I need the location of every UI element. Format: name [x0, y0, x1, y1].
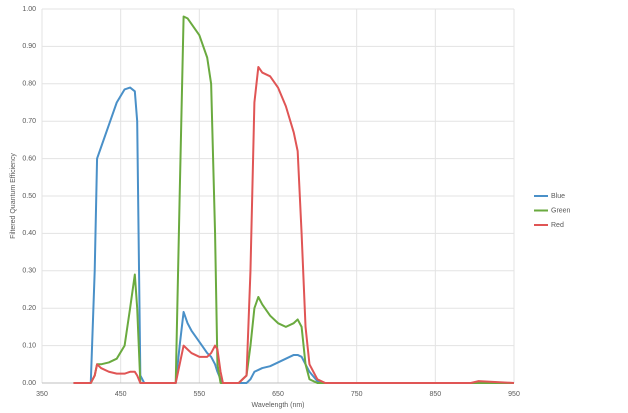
y-tick-label: 0.40 [22, 230, 36, 237]
y-tick-label: 0.00 [22, 380, 36, 387]
series-line [73, 65, 515, 384]
x-tick-label: 850 [429, 391, 441, 398]
legend-label: Green [551, 207, 571, 214]
y-tick-label: 0.70 [22, 118, 36, 125]
y-tick-label: 0.50 [22, 193, 36, 200]
x-tick-label: 350 [36, 391, 48, 398]
x-axis-label: Wavelength (nm) [251, 402, 304, 409]
x-tick-label: 550 [193, 391, 205, 398]
y-tick-label: 0.10 [22, 342, 36, 349]
y-tick-label: 0.80 [22, 81, 36, 88]
legend-label: Blue [551, 193, 565, 200]
series-line [73, 86, 514, 384]
y-tick-label: 1.00 [22, 6, 36, 13]
y-tick-label: 0.60 [22, 155, 36, 162]
y-tick-label: 0.20 [22, 305, 36, 312]
legend-label: Red [551, 222, 564, 229]
y-tick-label: 0.90 [22, 43, 36, 50]
x-tick-label: 750 [351, 391, 363, 398]
series-line [73, 15, 514, 384]
x-tick-label: 450 [115, 391, 127, 398]
y-axis-label: Filtered Quantum Efficiency [10, 153, 17, 239]
y-tick-label: 0.30 [22, 268, 36, 275]
x-tick-label: 950 [508, 391, 520, 398]
x-tick-label: 650 [272, 391, 284, 398]
